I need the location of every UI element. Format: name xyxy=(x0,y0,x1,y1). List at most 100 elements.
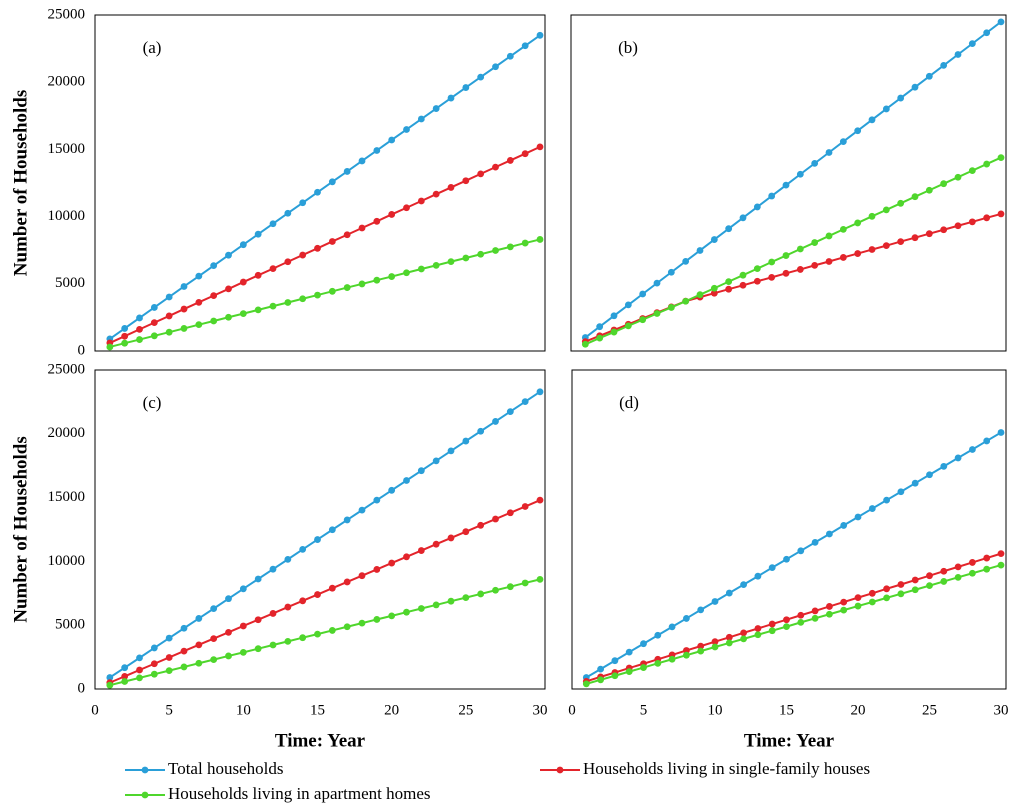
data-point xyxy=(611,657,619,665)
data-point xyxy=(783,616,790,624)
data-point xyxy=(725,589,733,597)
y-tick-label: 15000 xyxy=(48,141,86,157)
legend-marker xyxy=(556,766,564,774)
data-point xyxy=(299,251,307,259)
data-point xyxy=(610,312,618,320)
data-point xyxy=(954,173,962,181)
data-point xyxy=(403,477,410,484)
data-point xyxy=(521,398,529,406)
data-point xyxy=(239,278,247,286)
data-point xyxy=(725,278,733,286)
data-point xyxy=(373,616,381,623)
data-point xyxy=(854,513,862,521)
data-point xyxy=(610,328,618,336)
data-point xyxy=(740,581,747,589)
data-point xyxy=(725,639,733,647)
data-point xyxy=(269,265,277,273)
data-point xyxy=(195,615,203,622)
data-point xyxy=(477,521,485,529)
data-point xyxy=(106,343,114,351)
data-point xyxy=(521,239,529,247)
data-point xyxy=(839,138,847,146)
data-point xyxy=(521,579,529,587)
data-point xyxy=(826,530,833,538)
data-point xyxy=(121,332,129,340)
series-line xyxy=(584,21,1002,339)
data-point xyxy=(639,316,647,324)
data-point xyxy=(940,578,948,585)
data-point xyxy=(639,290,647,298)
data-point xyxy=(940,567,948,575)
data-point xyxy=(314,188,321,196)
data-point xyxy=(536,496,544,504)
data-point xyxy=(968,218,976,226)
data-point xyxy=(897,581,905,588)
data-point xyxy=(373,566,381,573)
data-point xyxy=(811,239,819,246)
y-axis-title: Number of Households xyxy=(10,90,31,277)
data-point xyxy=(299,597,307,605)
data-point xyxy=(983,214,991,222)
data-point xyxy=(269,641,277,649)
data-point xyxy=(911,234,919,242)
data-point xyxy=(682,297,690,305)
data-point xyxy=(447,447,455,455)
data-point xyxy=(897,488,905,496)
data-point xyxy=(328,627,336,634)
panel: (b) xyxy=(570,14,1007,352)
data-point xyxy=(447,184,455,191)
data-point xyxy=(711,598,719,605)
y-tick-label: 25000 xyxy=(48,361,86,377)
data-point xyxy=(492,63,499,71)
data-point xyxy=(388,612,396,620)
data-point xyxy=(754,625,762,632)
y-tick-label: 5000 xyxy=(55,617,85,633)
data-point xyxy=(492,247,499,254)
data-point xyxy=(897,238,905,245)
data-point xyxy=(210,317,218,325)
data-point xyxy=(969,559,976,566)
data-point xyxy=(654,631,662,639)
data-point xyxy=(210,605,218,613)
x-tick-label: 15 xyxy=(310,702,325,718)
data-point xyxy=(954,563,962,571)
data-point xyxy=(432,105,440,112)
data-point xyxy=(521,150,529,158)
plot-frame xyxy=(571,369,1007,690)
series-line xyxy=(109,499,541,684)
data-point xyxy=(388,559,396,567)
data-point xyxy=(582,680,590,688)
data-point xyxy=(768,564,776,572)
y-axis-title: Number of Households xyxy=(10,436,31,623)
data-point xyxy=(796,245,804,253)
data-point xyxy=(897,199,905,207)
data-point xyxy=(854,127,862,135)
data-point xyxy=(417,265,425,273)
data-point xyxy=(911,193,919,201)
series-line xyxy=(109,145,541,344)
x-tick-label: 20 xyxy=(384,702,399,718)
data-point xyxy=(811,159,819,167)
data-point xyxy=(868,589,876,597)
data-point xyxy=(225,251,232,259)
data-point xyxy=(811,614,819,622)
data-point xyxy=(358,506,366,514)
data-point xyxy=(343,168,351,175)
series-line xyxy=(109,390,541,679)
data-point xyxy=(343,284,351,291)
data-point xyxy=(462,528,470,536)
data-point xyxy=(754,631,762,639)
legend-marker xyxy=(141,766,149,774)
data-point xyxy=(753,277,761,285)
data-point xyxy=(911,586,919,594)
data-point xyxy=(417,605,425,612)
panel: 0 5000 10000 15000 20000 25000 0 5 10 15 20 25 30 Num… xyxy=(10,361,547,751)
data-point xyxy=(477,73,485,81)
data-point xyxy=(868,598,876,606)
data-point xyxy=(997,18,1005,26)
data-point xyxy=(373,217,381,225)
data-point xyxy=(768,620,776,628)
data-point xyxy=(388,486,396,494)
data-point xyxy=(882,105,890,113)
data-point xyxy=(403,553,410,561)
